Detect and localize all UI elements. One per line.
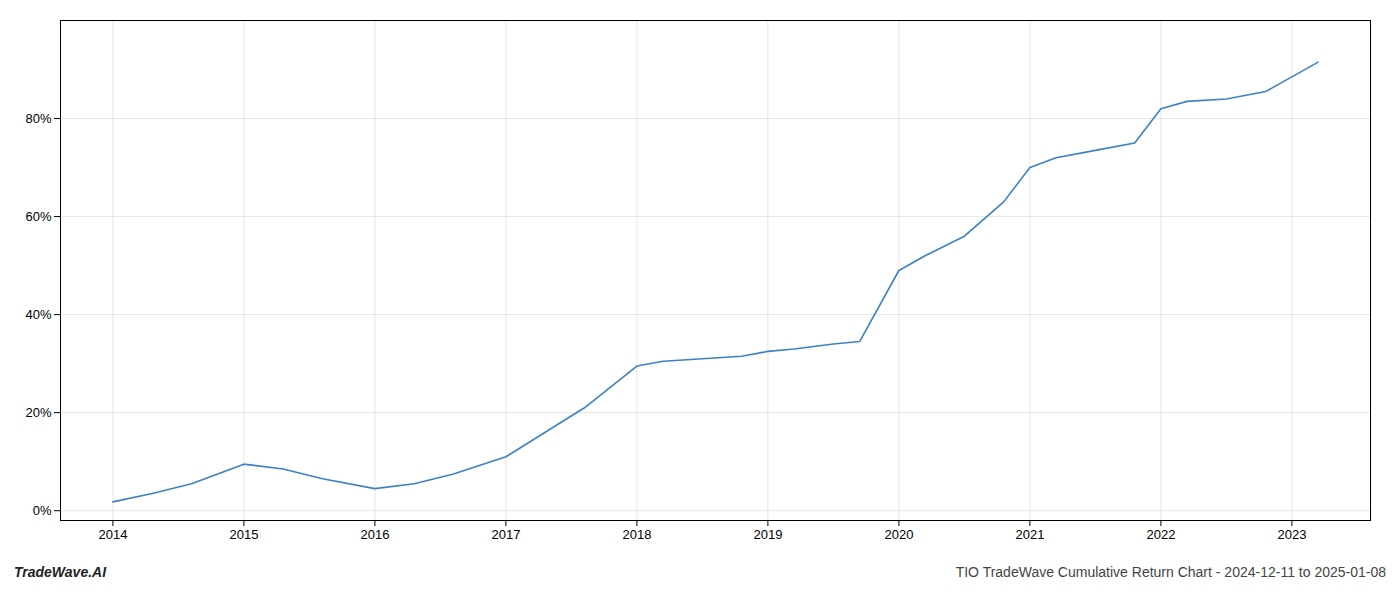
svg-text:2016: 2016 [360,527,389,542]
svg-text:2018: 2018 [622,527,651,542]
svg-text:60%: 60% [25,209,51,224]
svg-text:40%: 40% [25,307,51,322]
svg-text:2022: 2022 [1146,527,1175,542]
svg-text:2014: 2014 [98,527,127,542]
html-text:TIO TradeWave Cumulative Retur: TIO TradeWave Cumulative Return Chart - … [955,564,1386,580]
html-text:TradeWave.AI: TradeWave.AI [14,564,107,580]
svg-text:2023: 2023 [1277,527,1306,542]
svg-text:20%: 20% [25,405,51,420]
svg-text:2021: 2021 [1015,527,1044,542]
svg-text:2020: 2020 [884,527,913,542]
svg-text:0%: 0% [33,503,52,518]
svg-text:2015: 2015 [229,527,258,542]
svg-text:80%: 80% [25,111,51,126]
svg-text:2019: 2019 [753,527,782,542]
svg-text:2017: 2017 [491,527,520,542]
